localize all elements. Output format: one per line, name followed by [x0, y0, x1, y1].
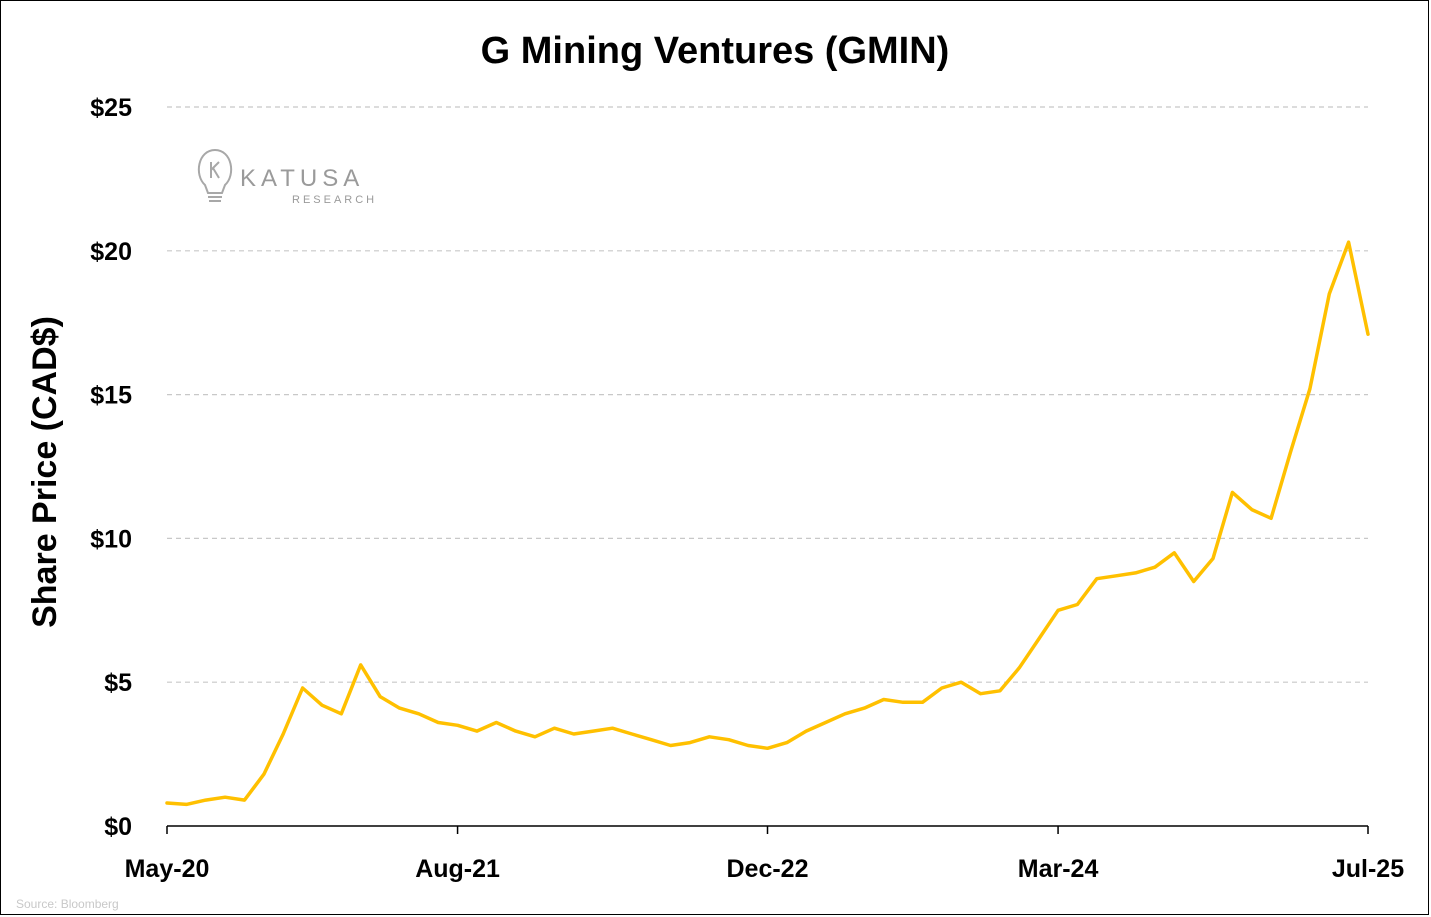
x-tick-label: May-20 [125, 855, 210, 883]
y-tick-label: $5 [104, 669, 132, 697]
y-tick-labels: $0 $5 $10 $15 $20 $25 [90, 94, 132, 841]
y-axis-label: Share Price (CAD$) [26, 316, 64, 628]
x-axis: May-20 Aug-21 Dec-22 Mar-24 Jul-25 [125, 825, 1404, 883]
y-tick-label: $0 [104, 813, 132, 841]
price-series [165, 240, 1370, 807]
y-tick-label: $25 [90, 94, 132, 122]
chart-title: G Mining Ventures (GMIN) [481, 30, 950, 72]
lightbulb-icon [197, 148, 233, 202]
source-note: Source: Bloomberg [16, 897, 119, 911]
grid-lines [167, 106, 1368, 683]
y-tick-label: $20 [90, 238, 132, 266]
logo-subtext: RESEARCH [292, 194, 377, 206]
x-tick-label: Aug-21 [415, 855, 500, 883]
x-tick-label: Dec-22 [727, 855, 809, 883]
x-tick-label: Jul-25 [1332, 855, 1404, 883]
y-tick-label: $10 [90, 525, 132, 553]
logo-wordmark: KATUSA [240, 165, 364, 192]
katusa-logo: KATUSA RESEARCH [197, 148, 377, 206]
price-line [165, 240, 1370, 807]
y-tick-label: $15 [90, 382, 132, 410]
x-tick-label: Mar-24 [1018, 855, 1099, 883]
